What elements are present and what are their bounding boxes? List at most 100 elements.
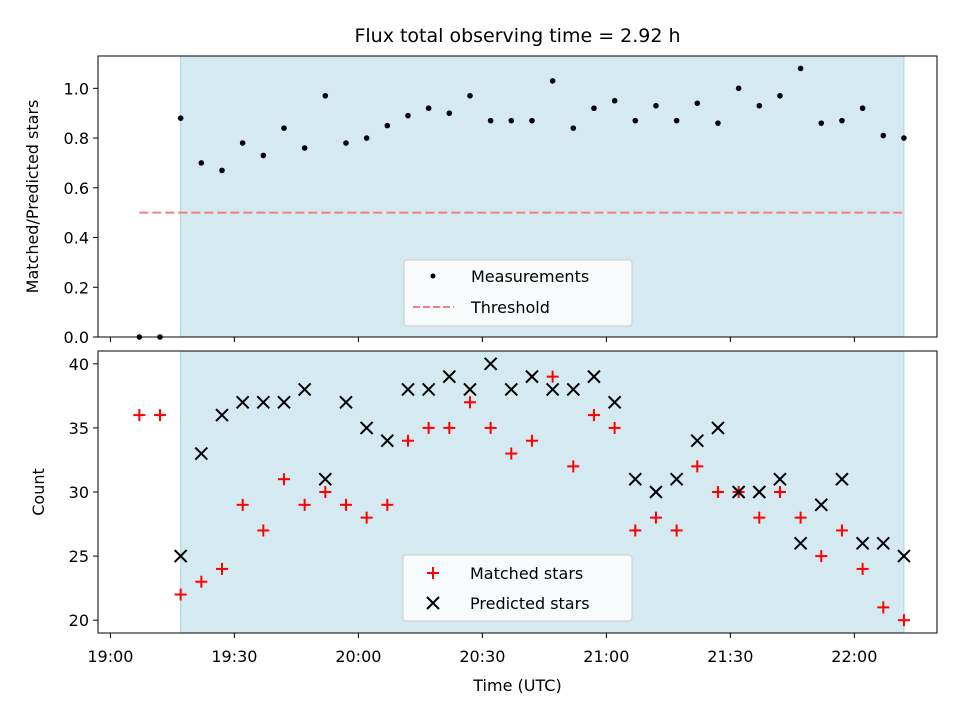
x-axis-label: Time (UTC) <box>472 676 561 695</box>
x-tick-label: 20:30 <box>459 647 505 666</box>
measurement-point <box>405 112 411 119</box>
y-axis-label: Matched/Predicted stars <box>23 100 42 294</box>
y-tick-label: 30 <box>69 483 89 502</box>
matched-star-point <box>877 601 890 614</box>
measurement-point <box>859 105 866 112</box>
axes-frame <box>97 55 938 338</box>
measurement-point <box>177 115 184 121</box>
matched-star-point <box>567 460 580 473</box>
x-axis-ticks: 19:00 19:30 20:00 20:30 21:00 21:30 22:00 <box>87 633 877 666</box>
predicted-star-point <box>504 382 519 397</box>
plot-marks <box>133 357 911 627</box>
measurement-point <box>322 92 329 99</box>
matched-star-point <box>236 498 249 511</box>
matched-star-point <box>897 614 910 627</box>
matched-star-point <box>773 486 786 498</box>
y-tick-label: 20 <box>69 611 89 630</box>
matched-star-point <box>525 434 538 447</box>
y-tick-label: 35 <box>69 419 89 438</box>
predicted-star-point <box>194 446 209 461</box>
measurement-point <box>281 125 287 131</box>
predicted-star-point <box>297 382 312 397</box>
predicted-star-point <box>525 369 539 384</box>
predicted-star-point <box>545 382 560 397</box>
predicted-star-point <box>277 395 291 409</box>
measurement-point <box>735 85 742 92</box>
predicted-star-point <box>256 395 271 409</box>
matched-star-point <box>463 396 476 409</box>
matched-star-point <box>133 409 146 422</box>
y-axis-ticks: 20 25 30 35 40 <box>69 355 98 630</box>
measurement-point <box>777 92 783 99</box>
axes-frame <box>97 350 938 634</box>
predicted-star-point <box>401 382 415 397</box>
legend-marker-predicted <box>426 596 440 610</box>
y-axis-label: Count <box>29 468 48 516</box>
y-tick-label: 1.0 <box>64 79 89 98</box>
matched-star-point <box>484 421 497 434</box>
predicted-star-point <box>483 357 498 371</box>
legend-box <box>403 259 633 327</box>
x-tick-label: 19:00 <box>87 647 133 666</box>
matched-star-point <box>174 588 187 601</box>
predicted-star-point <box>566 382 581 397</box>
measurement-point <box>611 97 618 104</box>
measurement-point <box>446 110 453 116</box>
measurement-point <box>425 105 432 112</box>
measurement-point <box>529 117 535 124</box>
y-tick-label: 40 <box>69 355 89 374</box>
matched-star-point <box>670 524 683 537</box>
predicted-star-point <box>731 485 746 499</box>
measurement-point <box>508 117 515 124</box>
matched-star-point <box>257 524 270 537</box>
measurement-point <box>901 135 907 141</box>
matched-star-point <box>277 473 290 486</box>
predicted-star-point <box>690 434 704 448</box>
legend-label-threshold: Threshold <box>470 298 550 317</box>
measurement-point <box>756 102 763 109</box>
count-panel: 20 25 30 35 40 19:00 19:30 20:00 20:30 21:00 21:3… <box>29 350 938 695</box>
matched-star-point <box>815 550 828 563</box>
predicted-star-point <box>711 421 725 435</box>
matched-star-point <box>298 498 311 511</box>
predicted-star-point <box>463 382 477 397</box>
predicted-star-point <box>380 434 395 448</box>
measurement-point <box>549 78 556 84</box>
matched-star-point <box>319 486 332 498</box>
legend-marker-matched <box>427 567 439 579</box>
matched-star-point <box>381 498 394 511</box>
measurement-point <box>591 105 597 112</box>
measurement-point <box>715 120 721 126</box>
y-tick-label: 0.8 <box>64 129 89 148</box>
matched-star-point <box>753 511 766 524</box>
predicted-star-point <box>587 369 601 384</box>
predicted-star-point <box>835 472 849 486</box>
measurement-point <box>797 65 804 72</box>
x-tick-label: 22:00 <box>831 647 877 666</box>
matched-star-point <box>339 498 352 511</box>
y-axis-ticks: 0.0 0.2 0.4 0.6 0.8 1.0 <box>64 79 98 347</box>
x-tick-label: 20:00 <box>335 647 381 666</box>
matched-star-point <box>195 575 208 588</box>
predicted-star-point <box>814 498 828 512</box>
predicted-star-point <box>897 549 911 563</box>
x-tick-label: 19:30 <box>211 647 257 666</box>
measurement-point <box>384 122 391 129</box>
measurement-point <box>363 135 370 141</box>
predicted-star-point <box>359 421 374 435</box>
matched-star-point <box>691 460 704 473</box>
predicted-star-point <box>173 549 188 563</box>
predicted-star-point <box>235 395 250 409</box>
predicted-star-point <box>669 472 684 486</box>
measurement-point <box>673 117 680 124</box>
ratio-panel: 0.0 0.2 0.4 0.6 0.8 1.0 Flux total observing … <box>23 25 938 347</box>
x-tick-label: 21:00 <box>583 647 629 666</box>
x-tick-label: 21:30 <box>707 647 753 666</box>
predicted-star-point <box>339 395 353 409</box>
matched-star-point <box>443 421 456 434</box>
matched-star-point <box>546 370 559 383</box>
matched-star-point <box>215 562 228 575</box>
legend-label-predicted: Predicted stars <box>470 594 590 613</box>
predicted-star-point <box>793 536 808 550</box>
